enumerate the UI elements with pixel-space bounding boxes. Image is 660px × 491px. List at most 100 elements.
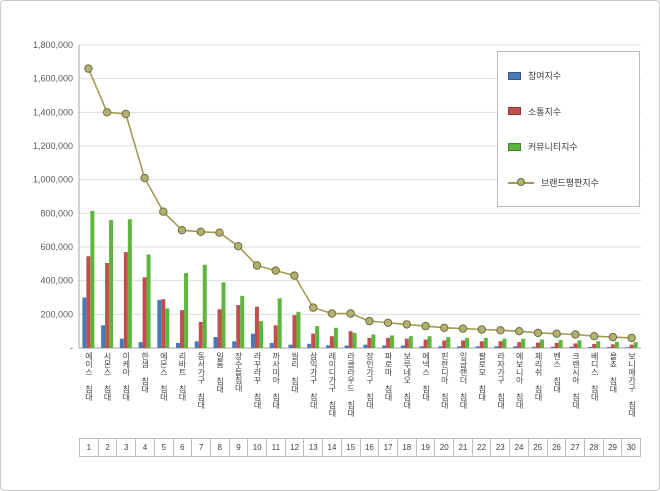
bar-series0-cat1 [82,297,87,348]
bar-series0-cat10 [250,333,255,348]
rank-cell: 17 [378,439,397,456]
bar-series1-cat4 [142,277,147,348]
rank-cell: 15 [340,439,360,456]
category-label: 동서가구 침대 [196,352,206,409]
bar-series2-cat27 [577,340,582,348]
bar-series2-cat12 [296,311,301,348]
rank-cell: 22 [471,439,491,456]
bar-series2-cat28 [596,341,601,348]
bar-series0-cat24 [513,346,518,348]
rank-cell: 13 [303,439,322,456]
line-marker-cat16 [365,316,374,326]
bar-series1-cat25 [535,342,540,348]
bar-series0-cat29 [606,346,611,348]
bar-series0-cat13 [307,343,312,348]
bar-series2-cat6 [184,273,189,348]
rank-cell: 19 [415,439,435,456]
bar-series2-cat2 [109,220,114,348]
line-marker-cat1 [84,64,93,73]
bar-series1-cat13 [311,333,316,348]
bar-series1-cat14 [329,336,334,348]
legend-item-brand-reputation: 브랜드평판지수 [508,176,629,189]
category-label: 보니애가구 침대 [627,352,637,417]
bar-series1-cat28 [592,343,597,348]
y-tick-label: 400,000 [40,276,73,286]
rank-cell: 27 [565,439,584,456]
line-marker-cat17 [383,318,393,327]
line-marker-cat15 [346,309,355,318]
y-tick-label: 200,000 [40,309,73,319]
bar-series0-cat22 [475,346,480,348]
line-marker-cat6 [177,226,187,235]
bar-series1-cat5 [161,299,166,348]
line-marker-cat26 [552,329,561,338]
bar-series1-cat19 [423,339,428,348]
legend-swatch-participation-icon [508,71,521,80]
category-label: 체리쉬 침대 [534,352,543,401]
line-marker-cat28 [590,332,599,341]
bar-series2-cat16 [371,334,376,348]
bar-series2-cat4 [146,254,151,348]
bar-series2-cat11 [277,298,282,348]
rank-cell: 11 [266,439,285,456]
legend-swatch-brand-reputation-icon [508,178,534,187]
bar-series0-cat9 [232,341,237,348]
bar-series2-cat24 [521,338,526,348]
bar-series2-cat10 [258,321,263,348]
rank-cell: 26 [546,439,566,456]
rank-cell: 18 [396,439,416,456]
bar-series2-cat19 [427,336,432,348]
bar-series2-cat14 [333,327,338,348]
rank-cell: 1 [86,443,92,452]
line-marker-cat9 [234,242,243,251]
category-label: 일룸 침대 [215,352,225,393]
category-label: 이케아 침대 [121,352,131,401]
rank-cell: 7 [191,439,210,456]
category-label: 욜쵸 침대 [608,352,618,393]
category-label: 삼익가구 침대 [309,352,319,409]
rank-cell: 25 [527,439,547,456]
rank-cell: 12 [284,439,304,456]
chart-legend: 참여지수 소통지수 커뮤니티지수 브랜드평판지수 [497,51,640,207]
rank-cell: 10 [247,439,266,456]
bar-series1-cat24 [517,342,522,348]
rank-cell: 30 [621,439,640,456]
bar-series0-cat14 [325,345,330,348]
category-label: 크렌시아 침대 [571,352,581,409]
bar-series0-cat25 [531,346,536,348]
bar-series0-cat11 [269,342,274,348]
category-label: 라클라우드 침대 [346,352,356,417]
bar-series0-cat5 [157,300,162,348]
rank-cell: 23 [490,439,509,456]
line-marker-cat3 [121,109,131,119]
bar-series1-cat26 [554,342,559,348]
bar-series0-cat12 [288,344,293,348]
category-label: 파로마 침대 [384,352,394,401]
bar-series0-cat16 [363,344,368,348]
rank-cell: 3 [116,439,135,456]
line-marker-cat24 [515,327,524,336]
bar-series2-cat30 [633,342,638,348]
category-label: 베디스 침대 [590,352,600,401]
rank-cell: 20 [434,439,453,456]
rank-cell: 9 [228,439,248,456]
bar-series0-cat26 [550,346,555,348]
line-marker-cat27 [571,330,580,339]
bar-series2-cat8 [221,282,226,348]
rank-cell: 16 [359,439,379,456]
rank-cell: 24 [509,439,528,456]
legend-item-communication: 소통지수 [508,105,629,118]
bar-series1-cat15 [348,331,353,348]
category-label: 시몬스 침대 [103,352,113,401]
category-label: 에몬스 침대 [159,352,169,401]
line-marker-cat21 [458,324,468,333]
y-tick-label: 600,000 [40,242,73,252]
line-marker-cat14 [327,309,337,318]
category-label: 레이디가구 침대 [327,352,337,417]
category-label: 한샘 침대 [140,352,150,393]
bar-series0-cat8 [213,337,218,348]
line-marker-cat29 [608,332,618,342]
bar-series0-cat19 [419,346,424,348]
rank-cell: 28 [583,439,603,456]
